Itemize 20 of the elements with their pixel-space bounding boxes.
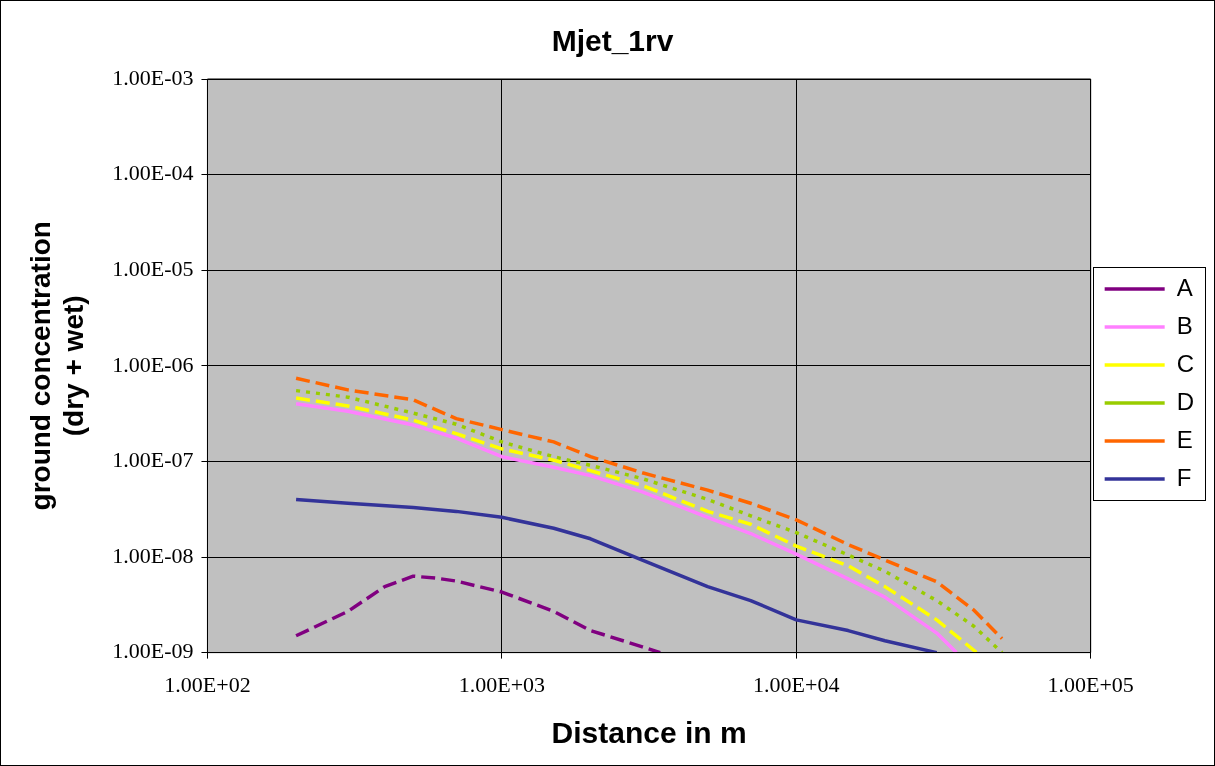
legend-label: A bbox=[1176, 273, 1193, 301]
x-tick-label: 1.00E+04 bbox=[753, 671, 840, 697]
x-tick-label: 1.00E+02 bbox=[164, 671, 251, 697]
y-tick-label: 1.00E-09 bbox=[112, 638, 194, 664]
y-tick-label: 1.00E-06 bbox=[112, 351, 194, 377]
legend-label: B bbox=[1176, 311, 1193, 339]
y-tick-label: 1.00E-08 bbox=[112, 542, 194, 568]
y-tick-label: 1.00E-04 bbox=[112, 160, 194, 186]
y-tick-label: 1.00E-05 bbox=[112, 255, 194, 281]
legend-label: F bbox=[1176, 463, 1192, 491]
x-tick-label: 1.00E+05 bbox=[1047, 671, 1134, 697]
y-axis-title: ground concentration (dry + wet) bbox=[24, 221, 90, 511]
y-tick-label: 1.00E-07 bbox=[112, 447, 194, 473]
y-tick-label: 1.00E-03 bbox=[112, 64, 194, 90]
x-axis-title: Distance in m bbox=[551, 716, 747, 750]
x-tick-label: 1.00E+03 bbox=[458, 671, 546, 697]
chart-title: Mjet_1rv bbox=[551, 24, 674, 58]
legend-label: C bbox=[1176, 349, 1195, 377]
legend-label: E bbox=[1176, 425, 1193, 453]
legend-label: D bbox=[1176, 387, 1195, 415]
